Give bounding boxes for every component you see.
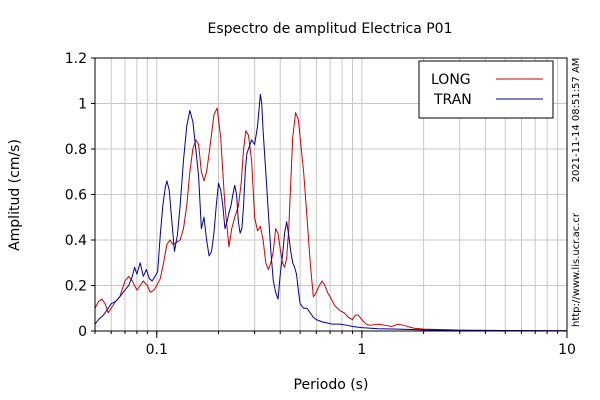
x-tick-label: 10	[558, 342, 576, 358]
y-tick-label: 0.8	[65, 142, 87, 158]
y-tick-label: 1	[78, 97, 87, 113]
legend-box	[418, 60, 554, 119]
series-line-tran	[94, 93, 568, 332]
y-tick-label: 0.4	[65, 233, 87, 249]
series-line-long	[94, 107, 567, 332]
timestamp-annotation: 2021-11-14 08:51:57 AM	[571, 58, 582, 183]
source-url-annotation: http://www.lis.ucr.ac.cr	[571, 212, 582, 327]
y-tick-label: 0.6	[65, 188, 87, 204]
x-axis-label: Periodo (s)	[294, 377, 369, 393]
y-axis-label: Amplitud (cm/s)	[7, 139, 23, 251]
x-tick-label: 0.1	[146, 342, 168, 358]
legend-label-long: LONG	[431, 72, 471, 88]
legend-label-tran: TRAN	[433, 92, 472, 108]
series-lines	[94, 93, 568, 332]
y-tick-label: 0.2	[65, 279, 87, 295]
axis-ticks: 0 0.2 0.4 0.6 0.8 1 1.2 0.1 1 10	[65, 51, 576, 358]
y-tick-label: 0	[78, 324, 87, 340]
chart-title: Espectro de amplitud Electrica P01	[208, 21, 453, 37]
y-tick-label: 1.2	[65, 51, 87, 67]
legend: LONG TRAN	[418, 60, 554, 119]
x-tick-label: 1	[357, 342, 366, 358]
